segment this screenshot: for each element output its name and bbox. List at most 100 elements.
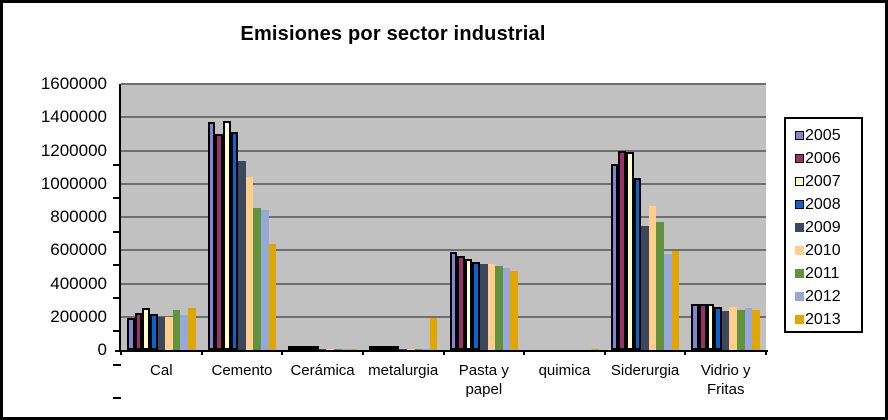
bar-2009-pasta-y-papel [480,263,488,350]
bar-2010-cal [165,316,173,350]
bar-2010-vidrio-y-fritas [729,306,738,350]
legend-label-2006: 2006 [805,149,841,167]
x-axis-label-cal: Cal [150,362,173,379]
y-axis-label: 1200000 [40,140,107,160]
x-axis-tick [684,350,687,355]
bar-2008-siderurgia [633,177,642,350]
legend-swatch-2005 [795,131,804,140]
bar-2013-vidrio-y-fritas [752,310,760,350]
x-axis-tick [765,350,767,355]
bar-2012-siderurgia [664,253,672,350]
bar-2005-cal [127,317,135,350]
gridline [121,83,766,85]
y-axis-label: 600000 [50,240,107,260]
legend-label-2009: 2009 [805,218,841,236]
y-axis-line [119,84,121,352]
bar-2012-pasta-y-papel [502,267,511,350]
bar-2013-pasta-y-papel [510,271,518,350]
bar-2005-vidrio-y-fritas [691,304,700,350]
x-axis-label-quimica: quimica [538,362,591,379]
bar-2006-metalurgia [376,346,385,350]
x-axis-line [115,350,768,352]
y-axis-label: 200000 [50,306,107,326]
bar-2005-cemento [207,122,216,350]
legend-swatch-2010 [795,246,804,255]
bar-2009-metalurgia [399,349,407,350]
gridline [121,315,766,318]
bar-2007-cerámica [303,346,312,350]
bar-2008-metalurgia [391,346,400,350]
x-axis-label-pasta-y-papel: Pasta y papel [458,362,509,398]
y-axis-tick [113,297,121,299]
legend-swatch-2007 [795,177,804,186]
bar-2005-pasta-y-papel [449,251,458,350]
bar-2009-vidrio-y-fritas [721,310,730,350]
legend-label-2007: 2007 [805,172,841,190]
legend-label-2011: 2011 [805,264,840,282]
bar-2011-cemento [253,207,261,350]
bar-2005-siderurgia [610,163,619,350]
bar-2013-siderurgia [671,251,680,350]
bar-2006-pasta-y-papel [457,256,465,350]
x-axis-label-vidrio-y-fritas: Vidrio y Fritas [700,362,751,398]
x-axis-label-cemento: Cemento [211,362,273,379]
bar-2011-cerámica [333,349,342,350]
x-axis-tick [281,350,284,355]
gridline [121,149,766,152]
bar-2013-cal [187,308,196,350]
legend-swatch-2008 [795,200,804,209]
x-axis-label-cerámica: Cerámica [290,362,355,379]
y-axis-label: 1600000 [40,74,107,93]
legend-label-2008: 2008 [805,195,841,213]
bar-2011-pasta-y-papel [495,266,503,350]
legend-label-2013: 2013 [805,310,841,328]
bar-2008-cemento [230,132,239,350]
legend-swatch-2009 [795,223,804,232]
bar-2007-metalurgia [384,346,392,350]
legend-label-2010: 2010 [805,241,841,259]
bar-2010-cemento [245,177,254,350]
gridline [121,282,766,285]
bar-2006-vidrio-y-fritas [699,304,707,350]
bar-2010-metalurgia [406,349,415,350]
bar-2007-pasta-y-papel [464,259,473,350]
plot-area [113,83,768,399]
y-axis-label: 800000 [50,207,107,226]
bar-2006-cemento [215,133,223,350]
bar-2011-vidrio-y-fritas [737,310,745,350]
x-axis-label-siderurgia: Siderurgia [610,362,680,379]
y-axis-label: 0 [97,340,107,359]
legend-item-2008: 2008 [795,193,861,216]
y-axis-label: 1400000 [40,107,107,127]
x-axis-tick [442,350,445,355]
bar-2007-cal [142,307,150,350]
y-axis-tick [113,363,121,366]
gridline [121,182,766,185]
bar-2013-cemento [268,243,277,350]
legend: 2005 2006 2007 2008 2009 2010 2011 2012 2013 [784,117,863,333]
legend-item-2010: 2010 [795,239,861,262]
legend-swatch-2011 [795,269,804,278]
x-axis-tick [523,350,526,355]
legend-swatch-2006 [795,154,804,163]
bar-2009-cal [157,316,166,350]
bar-2009-siderurgia [641,226,649,350]
bar-2006-cal [134,312,143,350]
y-axis-tick [113,230,121,233]
x-axis-tick [200,350,203,355]
bar-2013-metalurgia [429,317,438,350]
y-axis-tick [113,263,121,266]
bar-2008-pasta-y-papel [472,261,480,350]
y-axis-tick [113,330,121,333]
y-axis-tick [113,396,121,399]
bar-2008-cerámica [311,346,319,350]
bar-2012-cerámica [341,349,350,350]
y-axis-label: 400000 [50,273,107,293]
bar-2006-cerámica [295,346,304,350]
gridline [121,116,766,119]
legend-swatch-2013 [795,315,804,324]
gridline [121,216,766,218]
bar-2012-metalurgia [422,349,430,350]
bar-2012-cemento [260,210,269,350]
bar-2011-metalurgia [414,349,423,350]
